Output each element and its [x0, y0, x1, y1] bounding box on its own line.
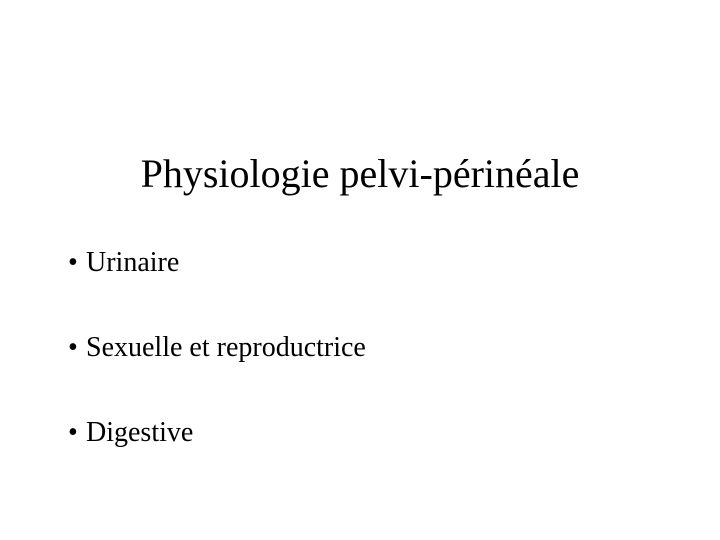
bullet-list: • Urinaire • Sexuelle et reproductrice •… — [68, 248, 648, 448]
bullet-icon: • — [68, 418, 86, 449]
bullet-label: Urinaire — [86, 248, 648, 279]
slide: Physiologie pelvi-périnéale • Urinaire •… — [0, 0, 720, 540]
bullet-icon: • — [68, 248, 86, 279]
list-item: • Digestive — [68, 418, 648, 449]
list-item: • Urinaire — [68, 248, 648, 279]
bullet-label: Sexuelle et reproductrice — [86, 333, 648, 364]
list-item: • Sexuelle et reproductrice — [68, 333, 648, 364]
bullet-icon: • — [68, 333, 86, 364]
bullet-label: Digestive — [86, 418, 648, 449]
slide-title: Physiologie pelvi-périnéale — [0, 150, 720, 197]
